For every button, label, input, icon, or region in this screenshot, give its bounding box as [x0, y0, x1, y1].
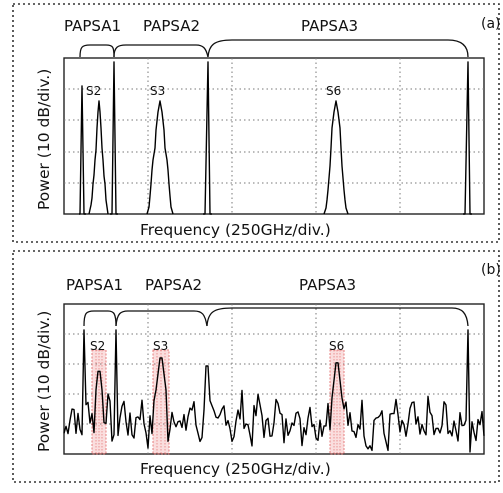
panel-a-peak-s2 [88, 100, 109, 215]
panel-a-peak-s6 [323, 100, 349, 215]
panel-b-brace-papsa2 [115, 310, 208, 327]
panel-a: (a) PAPSA1 PAPSA2 PAPSA3 [12, 3, 501, 243]
panel-b-plot-frame [63, 303, 485, 455]
panel-a-label-s6: S6 [326, 84, 341, 98]
panel-a-pump-lines [79, 61, 472, 215]
panel-b-brace-papsa3 [206, 307, 469, 327]
panel-a-brace-papsa1 [79, 44, 115, 58]
panel-b-label-papsa3: PAPSA3 [299, 276, 356, 294]
panel-a-label-s2: S2 [86, 84, 101, 98]
panel-b-label-s2: S2 [90, 339, 105, 353]
panel-a-label-papsa3: PAPSA3 [301, 17, 358, 35]
panel-a-ylabel: Power (10 dB/div.) [35, 69, 53, 210]
panel-b-xlabel: Frequency (250GHz/div.) [140, 460, 331, 478]
panel-b-label-s3: S3 [153, 339, 168, 353]
panel-b-tag: (b) [481, 262, 501, 278]
panel-a-brace-papsa2 [113, 44, 209, 58]
panel-b-ylabel: Power (10 dB/div.) [35, 311, 53, 452]
panel-b: (b) PAPSA1 PAPSA2 PAPSA3 [12, 250, 501, 483]
panel-b-signal-bands [91, 349, 345, 455]
panel-b-spectrum-trace [63, 329, 485, 453]
panel-a-frame [12, 3, 500, 243]
panel-b-brace-papsa1 [83, 310, 117, 327]
panel-a-brace-papsa3 [207, 39, 469, 58]
panel-a-tag: (a) [481, 16, 501, 32]
panel-a-peak-s3 [146, 100, 174, 215]
panel-a-plot-frame [63, 57, 485, 215]
panel-a-xlabel: Frequency (250GHz/div.) [140, 221, 331, 239]
panel-b-label-s6: S6 [329, 339, 344, 353]
panel-a-label-s3: S3 [150, 84, 165, 98]
panel-a-label-papsa2: PAPSA2 [143, 17, 200, 35]
panel-b-frame [12, 250, 500, 483]
panel-b-label-papsa1: PAPSA1 [66, 276, 123, 294]
panel-b-label-papsa2: PAPSA2 [145, 276, 202, 294]
panel-a-label-papsa1: PAPSA1 [64, 17, 121, 35]
panel-a-grid [64, 58, 484, 214]
